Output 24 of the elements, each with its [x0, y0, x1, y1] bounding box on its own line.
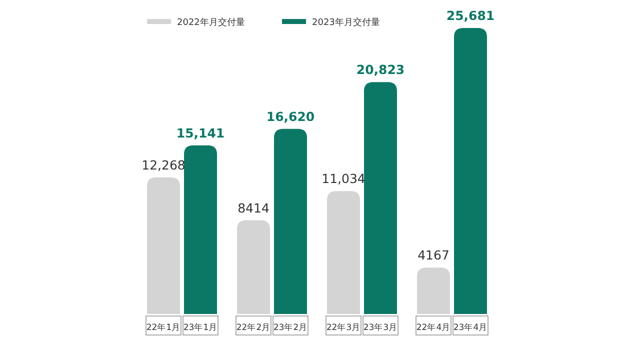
legend-label: 2023年月交付量 — [312, 17, 380, 28]
bar — [237, 220, 270, 314]
bar — [364, 82, 397, 314]
x-tick-label: 23年1月 — [183, 322, 218, 333]
x-tick-label: 23年3月 — [363, 322, 398, 333]
data-label: 20,823 — [356, 62, 405, 78]
x-tick-label: 22年1月 — [146, 322, 181, 333]
x-tick-label: 23年4月 — [453, 322, 488, 333]
data-label: 4167 — [418, 248, 450, 263]
bar — [417, 268, 450, 314]
x-tick-label: 23年2月 — [273, 322, 308, 333]
data-label: 25,681 — [446, 8, 495, 23]
data-label: 16,620 — [266, 108, 315, 124]
bar — [327, 191, 360, 314]
x-tick-label: 22年2月 — [236, 322, 271, 333]
data-label: 8414 — [238, 200, 270, 216]
bar — [184, 145, 217, 314]
data-label: 15,141 — [176, 125, 225, 140]
x-tick-label: 22年4月 — [416, 322, 451, 333]
bar — [147, 177, 180, 314]
bar — [274, 128, 307, 314]
x-tick-label: 22年3月 — [326, 322, 361, 333]
bar — [454, 28, 487, 314]
legend-label: 2022年月交付量 — [177, 17, 245, 28]
